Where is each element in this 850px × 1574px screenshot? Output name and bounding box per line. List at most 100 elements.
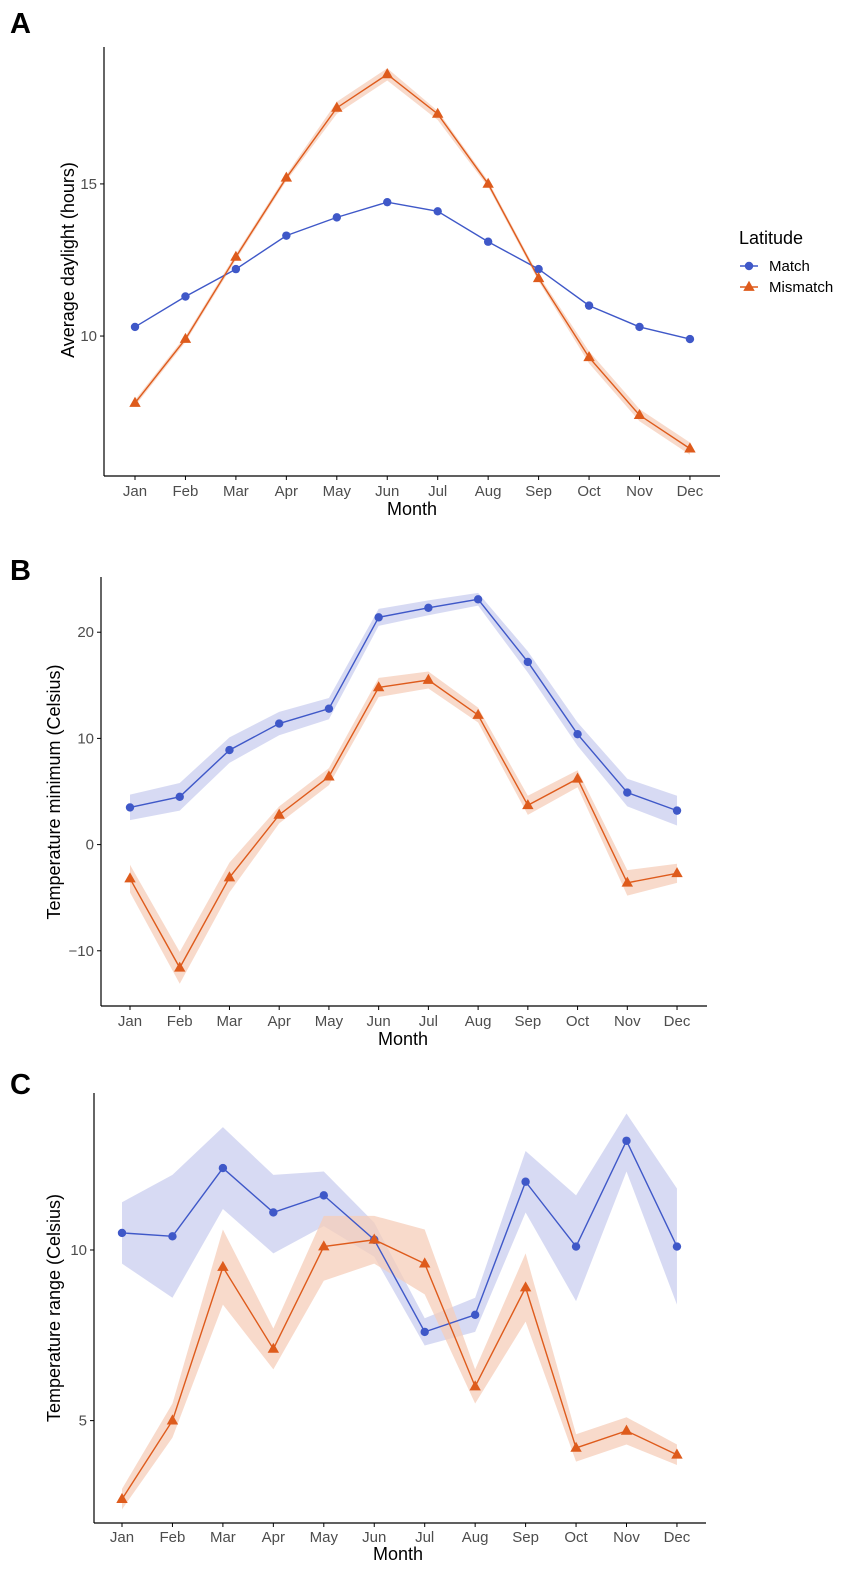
- panel-a-match-point-may: [332, 213, 341, 222]
- panel-b-y-axis-title: Temperature minimum (Celsius): [44, 664, 64, 919]
- panel-b-mismatch-point-mar: [223, 871, 236, 882]
- panel-c-y-tick-label: 10: [70, 1242, 87, 1259]
- panel-c-x-tick-label-sep: Sep: [512, 1529, 539, 1546]
- panel-b-mismatch-point-oct: [571, 772, 584, 783]
- panel-b-mismatch-line: [129, 679, 678, 970]
- panel-b-x-tick-label-may: May: [315, 1013, 344, 1030]
- panel-b-x-tick-label-sep: Sep: [514, 1013, 541, 1030]
- panel-b-x-tick-label-dec: Dec: [664, 1013, 691, 1030]
- panel-b-match-line: [129, 598, 678, 812]
- panel-c-match-point-oct: [571, 1242, 581, 1251]
- panel-c-x-tick-label-feb: Feb: [160, 1529, 186, 1546]
- panel-a-y-tick-label: 15: [80, 176, 97, 193]
- panel-letter-c: C: [10, 1069, 31, 1101]
- panel-a-match-line: [134, 201, 691, 340]
- panel-a-mismatch-point-sep: [532, 272, 545, 283]
- panel-letter-b: B: [10, 555, 31, 587]
- panel-b-lines: [129, 598, 678, 970]
- panel-a-mismatch-line: [134, 73, 691, 450]
- panel-a-match-point-aug: [483, 237, 493, 246]
- panel-a-x-tick-label-oct: Oct: [577, 483, 601, 500]
- panel-b-mismatch-point-aug: [472, 708, 484, 719]
- panel-b-y-tick-label: 20: [77, 624, 94, 641]
- panel-c-match-point-aug: [470, 1310, 480, 1320]
- panel-a-mismatch-point-oct: [583, 351, 595, 362]
- panel-b-match-point-jun: [374, 613, 383, 622]
- panel-a-x-axis-title: Month: [387, 499, 437, 519]
- panel-b-match-point-jan: [125, 803, 135, 812]
- panel-b-mismatch-point-sep: [522, 799, 534, 810]
- panel-a-x-tick-label-may: May: [323, 483, 352, 500]
- panel-a-axes: [103, 47, 720, 477]
- panel-c-match-point-jan: [117, 1228, 127, 1238]
- panel-a-mismatch-point-mar: [230, 250, 242, 261]
- panel-b-x-tick-label-nov: Nov: [614, 1013, 641, 1030]
- panel-a-x-tick-label-jan: Jan: [123, 483, 147, 500]
- panel-c-lines: [121, 1139, 678, 1500]
- panel-b-match-point-sep: [523, 657, 533, 667]
- panel-c-mismatch-point-jan: [116, 1492, 128, 1503]
- panel-a-mismatch-point-nov: [633, 408, 646, 419]
- panel-c-match-point-feb: [168, 1232, 177, 1241]
- panel-a-x-tick-label-jul: Jul: [428, 483, 447, 500]
- panel-b-match-point-may: [324, 704, 334, 713]
- panel-c-mismatch-point-may: [318, 1240, 330, 1251]
- panel-b-mismatch-point-nov: [621, 876, 634, 887]
- panel-b-y-tick-label: 0: [86, 837, 94, 854]
- panel-c-mismatch-line: [121, 1239, 678, 1500]
- panel-b-x-tick-label-apr: Apr: [268, 1013, 291, 1030]
- panel-b-y-tick-label: −10: [69, 943, 94, 960]
- panel-a-x-tick-label-aug: Aug: [475, 483, 502, 500]
- panel-a: A Jan Feb Mar Apr May Jun Jul Aug Sep Oct Nov Dec 1…: [10, 8, 720, 519]
- panel-a-x-tick-label-jun: Jun: [375, 483, 399, 500]
- panel-c-x-tick-label-may: May: [310, 1529, 339, 1546]
- legend-key-symbol: [743, 280, 755, 291]
- panel-b-match-point-oct: [573, 729, 582, 739]
- panel-a-match-ci-band: [135, 202, 690, 340]
- panel-c-match-point-dec: [672, 1242, 682, 1251]
- panel-c-x-tick-label-mar: Mar: [210, 1529, 236, 1546]
- panel-b-match-point-apr: [274, 719, 284, 728]
- panel-b-x-ticks: Jan Feb Mar Apr May Jun Jul Aug Sep Oct Nov Dec: [118, 1006, 691, 1030]
- panel-c-mismatch-point-sep: [519, 1281, 532, 1292]
- panel-a-mismatch-point-aug: [482, 177, 494, 188]
- panel-a-match-point-sep: [534, 264, 543, 274]
- panel-a-points: [129, 68, 696, 453]
- panel-c-mismatch-point-feb: [166, 1414, 179, 1425]
- panel-b-x-tick-label-jun: Jun: [367, 1013, 391, 1030]
- panel-a-x-tick-label-apr: Apr: [275, 483, 298, 500]
- panel-a-mismatch-point-may: [331, 101, 343, 112]
- panel-b-mismatch-point-jun: [372, 681, 385, 692]
- legend-title: Latitude: [739, 228, 803, 248]
- panel-a-y-ticks: 10 15: [80, 176, 104, 345]
- panel-c-x-tick-label-dec: Dec: [664, 1529, 691, 1546]
- panel-b-match-point-dec: [672, 806, 682, 815]
- panel-b-mismatch-point-apr: [273, 808, 285, 819]
- legend-key-symbol: [744, 261, 754, 271]
- panel-a-x-tick-label-feb: Feb: [173, 483, 199, 500]
- panel-b-mismatch-ci-band: [130, 671, 678, 984]
- panel-a-x-tick-label-mar: Mar: [223, 483, 249, 500]
- panel-c-match-ci-band: [122, 1113, 677, 1346]
- panel-b-match-ci-band: [130, 592, 678, 826]
- legend-label-match: Match: [769, 258, 810, 275]
- panel-b-y-tick-label: 10: [77, 730, 94, 747]
- panel-c-match-point-nov: [622, 1136, 631, 1145]
- panel-c-mismatch-point-oct: [570, 1441, 582, 1452]
- panel-b-x-tick-label-feb: Feb: [167, 1013, 193, 1030]
- panel-c-mismatch-point-jul: [418, 1257, 431, 1268]
- panel-c-bands: [122, 1113, 677, 1510]
- panel-b-axes: [100, 577, 707, 1007]
- panel-a-match-point-jan: [130, 322, 140, 332]
- panel-c-mismatch-point-jun: [368, 1233, 380, 1244]
- panel-c-x-axis-title: Month: [373, 1544, 423, 1564]
- panel-a-match-point-feb: [181, 292, 190, 301]
- panel-a-y-axis-title: Average daylight (hours): [58, 162, 78, 358]
- legend-key-match: [740, 261, 758, 271]
- panel-a-mismatch-point-dec: [684, 442, 696, 453]
- panel-a-match-point-jul: [433, 207, 442, 216]
- legend-key-mismatch: [740, 280, 758, 291]
- panel-b-x-tick-label-oct: Oct: [566, 1013, 590, 1030]
- panel-a-y-tick-label: 10: [80, 328, 97, 345]
